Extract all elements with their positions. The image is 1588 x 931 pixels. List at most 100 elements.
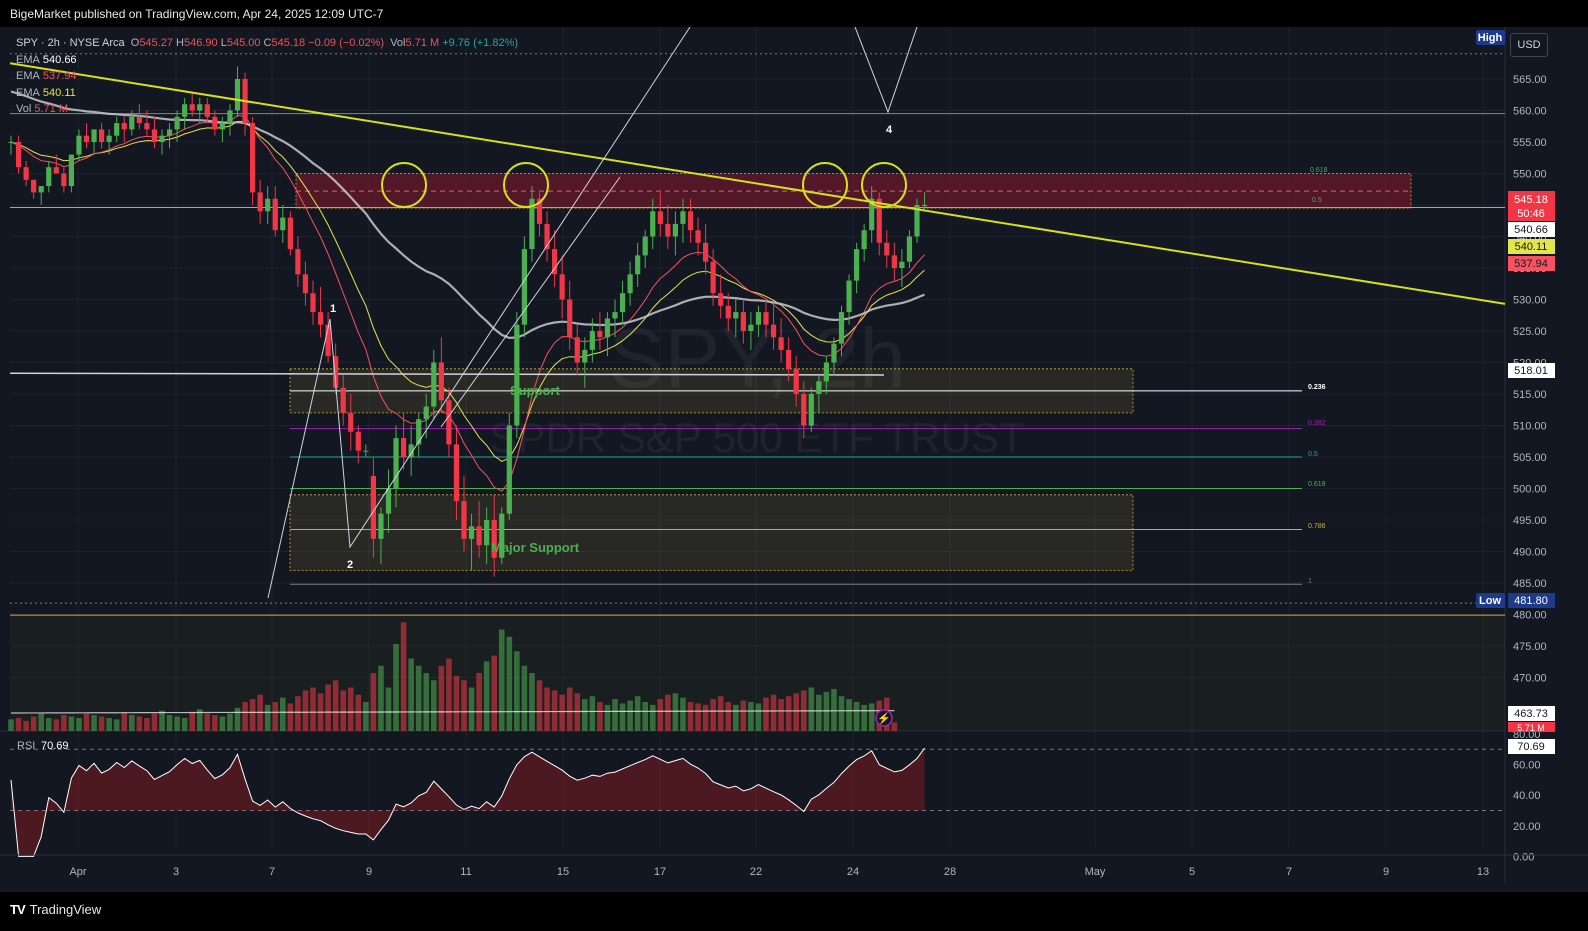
volume-bar (438, 665, 445, 731)
candle (876, 198, 882, 243)
rsi-tag-bg (1508, 739, 1555, 754)
candle (831, 343, 837, 363)
volume-bar (582, 699, 588, 731)
ema2-row[interactable]: EMA 537.94 (16, 68, 518, 85)
time-tick-label: Apr (69, 866, 86, 878)
rsi-oversold-fill (11, 748, 925, 857)
candle (544, 223, 550, 250)
candle (491, 520, 497, 558)
volume-bar (672, 693, 679, 731)
time-tick-label: 9 (366, 866, 372, 878)
price-tick-label: 515.00 (1513, 389, 1547, 401)
volume-bar (151, 713, 158, 731)
highlight-circle (381, 162, 427, 208)
volume-bar (476, 673, 482, 731)
tradingview-brand[interactable]: TV TradingView (10, 902, 101, 917)
volume-change: +9.76 (+1.82%) (442, 37, 519, 49)
close-value: 545.18 (271, 37, 306, 49)
ema3-row[interactable]: EMA 540.11 (16, 85, 518, 102)
volume-bar (498, 629, 505, 731)
volume-bar (30, 716, 37, 731)
candle (144, 123, 150, 130)
lightning-icon[interactable]: ⚡ (875, 709, 893, 727)
candle (770, 324, 777, 338)
volume-bar (785, 696, 792, 731)
ema3-label: EMA (16, 86, 40, 99)
rsi-tag: 70.69 (1517, 741, 1545, 753)
candle (257, 192, 263, 212)
ema2-tag-bg (1508, 256, 1555, 271)
candle (461, 501, 467, 539)
change-value: −0.09 (−0.02%) (308, 37, 385, 49)
candle (672, 223, 678, 237)
rsi-tick-label: 20.00 (1513, 821, 1541, 833)
volume-bar (83, 713, 90, 731)
volume-bar (665, 694, 671, 731)
highlight-circle (861, 162, 907, 208)
vol-indicator-value: 5.71 M (34, 103, 68, 115)
volume-bar (838, 696, 845, 731)
candle (325, 324, 331, 357)
chart-area[interactable]: SPY, 2h SPDR S&P 500 ETF TRUST Support M… (0, 27, 1588, 892)
annotation-labels: Support Major Support 1 2 4 0.618 0.5 0.… (330, 124, 1328, 585)
candle (68, 154, 74, 187)
candle (166, 129, 173, 136)
volume-bar (649, 704, 656, 731)
vol-indicator-row[interactable]: Vol 5.71 M (16, 101, 518, 118)
candle (718, 293, 724, 306)
candle (136, 116, 142, 124)
time-axis[interactable]: Apr 3 7 9 11 15 17 22 24 28 May 5 7 9 13 (0, 854, 1588, 878)
volume-bar (121, 712, 128, 731)
volume-bar (378, 665, 384, 731)
volume-bar (393, 644, 399, 731)
candle (106, 135, 112, 142)
candle (416, 419, 422, 445)
volume-bar (68, 716, 75, 731)
candle (333, 356, 339, 388)
ema3-tag: 540.11 (1515, 241, 1548, 253)
candle (219, 123, 225, 130)
time-tick-label: 15 (557, 866, 569, 878)
footer-bar: TV TradingView (0, 892, 1588, 931)
tradingview-logo-icon: TV (10, 902, 26, 917)
low-label: L (220, 37, 227, 49)
candle (401, 438, 407, 457)
volume-bar (347, 687, 354, 731)
candle (129, 116, 135, 130)
wave-line-2 (854, 27, 918, 114)
volume-bar (8, 719, 14, 731)
time-tick-label: 9 (1383, 866, 1389, 878)
vol-last-tag-bg (1508, 722, 1555, 732)
volume-bar (566, 687, 573, 731)
volume-bar (861, 704, 867, 731)
candle (302, 274, 309, 294)
volume-label: Vol (390, 37, 406, 49)
currency-button[interactable]: USD (1510, 33, 1548, 57)
symbol-info[interactable]: SPY · 2h · NYSE Arca (16, 37, 125, 49)
candle (31, 179, 37, 193)
volume-bar (249, 699, 256, 731)
candle (446, 400, 452, 445)
candle (506, 425, 512, 514)
candle (725, 305, 731, 319)
volume-bar (23, 720, 29, 731)
volume-bar (227, 713, 233, 731)
candle (431, 362, 437, 407)
candle (763, 312, 769, 325)
candle (786, 349, 792, 369)
ema1-row[interactable]: EMA 540.66 (16, 52, 518, 69)
volume-bar (755, 703, 762, 731)
candle (861, 230, 867, 250)
volume-bar (45, 717, 52, 731)
fib-label-0382: 0.382 (1308, 420, 1326, 427)
candle (287, 217, 293, 250)
volume-bar (551, 690, 558, 731)
fib-label-0618: 0.618 (1308, 481, 1326, 488)
rsi-pane (10, 747, 1505, 857)
ema2-label: EMA (16, 70, 40, 82)
time-tick-label: 22 (750, 866, 762, 878)
candle (619, 293, 626, 313)
candle (83, 135, 90, 142)
price-tick-label: 500.00 (1513, 484, 1547, 496)
price-tick-label: 505.00 (1513, 452, 1547, 464)
